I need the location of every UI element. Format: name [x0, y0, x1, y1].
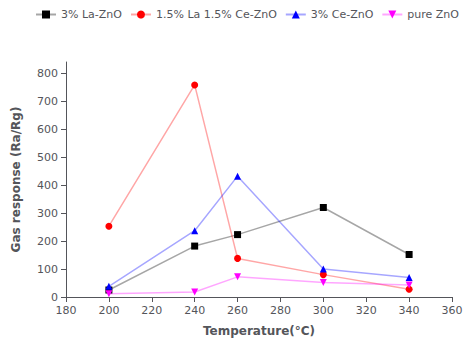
svg-text:3% Ce-ZnO: 3% Ce-ZnO — [311, 8, 374, 21]
svg-text:700: 700 — [37, 95, 58, 108]
svg-text:240: 240 — [184, 304, 205, 317]
svg-text:0: 0 — [51, 291, 58, 304]
svg-text:100: 100 — [37, 263, 58, 276]
svg-text:260: 260 — [227, 304, 248, 317]
svg-text:280: 280 — [270, 304, 291, 317]
svg-text:800: 800 — [37, 67, 58, 80]
svg-text:300: 300 — [37, 207, 58, 220]
svg-text:pure ZnO: pure ZnO — [407, 8, 459, 21]
svg-text:340: 340 — [399, 304, 420, 317]
svg-text:320: 320 — [356, 304, 377, 317]
svg-text:3% La-ZnO: 3% La-ZnO — [61, 8, 122, 21]
svg-text:200: 200 — [37, 235, 58, 248]
svg-text:1.5% La 1.5% Ce-ZnO: 1.5% La 1.5% Ce-ZnO — [156, 8, 277, 21]
svg-text:400: 400 — [37, 179, 58, 192]
svg-text:220: 220 — [141, 304, 162, 317]
svg-text:200: 200 — [98, 304, 119, 317]
svg-text:Gas response (Ra/Rg): Gas response (Ra/Rg) — [9, 107, 23, 253]
svg-text:360: 360 — [442, 304, 463, 317]
svg-text:300: 300 — [313, 304, 334, 317]
svg-text:600: 600 — [37, 123, 58, 136]
svg-text:180: 180 — [56, 304, 77, 317]
svg-text:Temperature(°C): Temperature(°C) — [203, 324, 315, 338]
svg-text:500: 500 — [37, 151, 58, 164]
